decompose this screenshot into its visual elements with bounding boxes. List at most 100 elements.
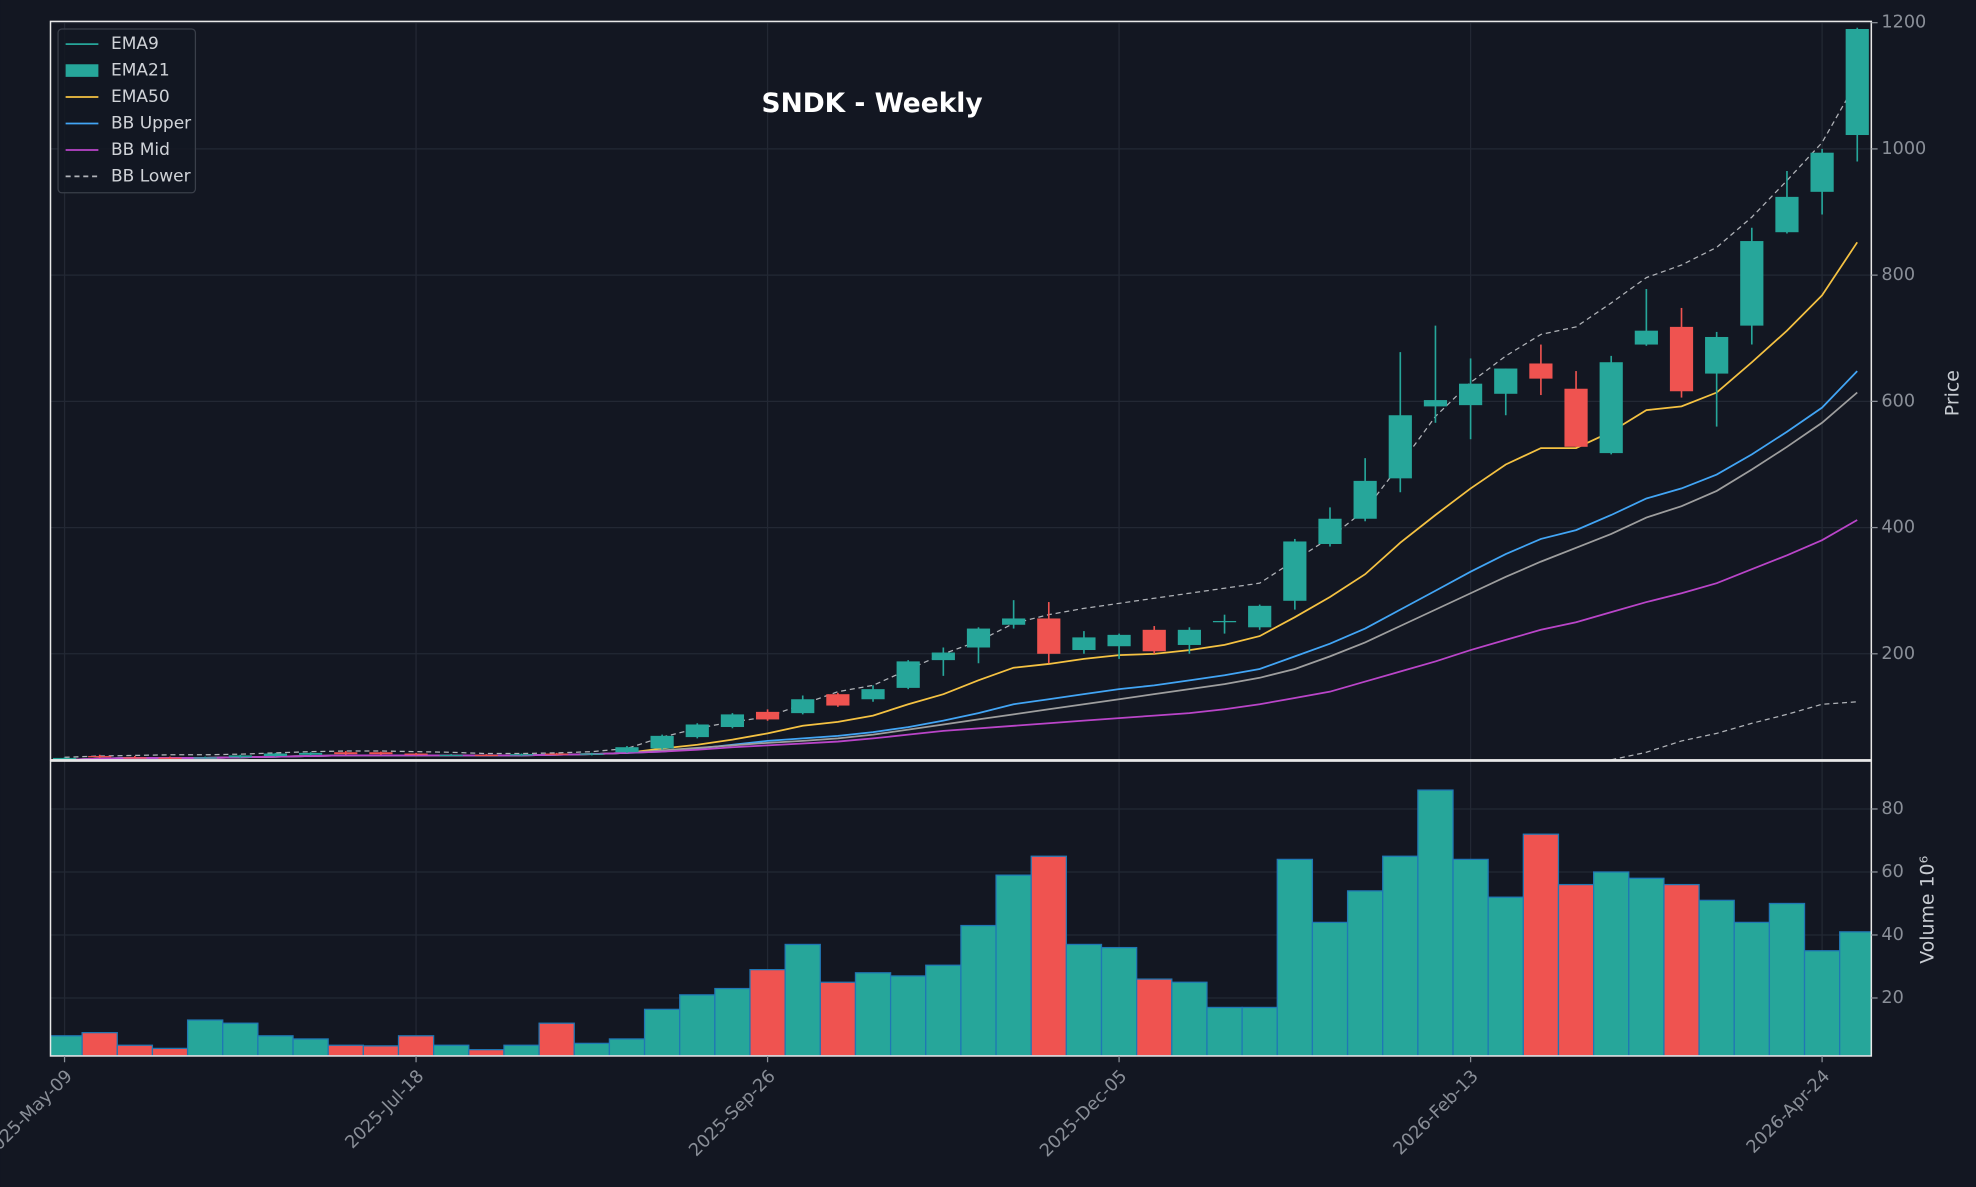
legend-swatch xyxy=(65,64,99,77)
chart-title: SNDK - Weekly xyxy=(762,88,983,119)
candle-body xyxy=(545,753,569,755)
candle-body xyxy=(720,714,745,728)
candle-body xyxy=(1388,415,1412,479)
volume-bar xyxy=(1663,883,1700,1056)
volume-bar xyxy=(327,1044,364,1056)
candle-body xyxy=(1318,518,1342,544)
volume-bar xyxy=(1206,1006,1243,1056)
volume-bar xyxy=(714,987,751,1056)
legend-label: BB Lower xyxy=(111,166,191,186)
volume-bar xyxy=(1100,946,1138,1056)
price-axis-label: Price xyxy=(1942,370,1964,416)
candle-body xyxy=(1775,196,1799,233)
legend-label: EMA21 xyxy=(111,61,170,81)
volume-bar xyxy=(433,1044,470,1056)
volume-bar xyxy=(362,1045,400,1056)
volume-bar xyxy=(1452,858,1489,1056)
indicator-line xyxy=(1611,701,1858,760)
volume-bar xyxy=(1311,921,1349,1056)
volume-bar xyxy=(573,1042,611,1056)
candle-body xyxy=(931,652,955,661)
volume-bar xyxy=(643,1008,681,1056)
volume-bar xyxy=(151,1047,189,1056)
candle-body xyxy=(1458,383,1483,406)
candle-body xyxy=(299,752,323,755)
candle-body xyxy=(1599,362,1623,454)
candle-body xyxy=(650,735,674,749)
volume-bar xyxy=(889,975,927,1056)
volume-bar xyxy=(995,874,1032,1056)
legend-label: BB Upper xyxy=(111,113,191,133)
candle-body xyxy=(966,628,991,648)
candle-body xyxy=(1177,629,1201,645)
y-tick-label: 20 xyxy=(1881,988,1903,1008)
candle-body xyxy=(88,756,112,758)
indicator-line xyxy=(64,519,1858,760)
candle-body xyxy=(193,757,217,759)
y-tick-label: 40 xyxy=(1881,925,1903,945)
candle-body xyxy=(1810,152,1834,192)
candle-body xyxy=(474,754,498,757)
candle-body xyxy=(896,661,920,688)
candle-body xyxy=(1107,634,1131,647)
volume-bar xyxy=(1417,789,1454,1056)
candle-body xyxy=(1494,368,1518,394)
y-tick-label: 600 xyxy=(1881,391,1915,411)
volume-bar xyxy=(1698,899,1735,1056)
volume-bar xyxy=(1346,890,1384,1056)
volume-bar xyxy=(468,1049,505,1056)
volume-bar xyxy=(1768,902,1806,1056)
volume-bar xyxy=(186,1019,224,1056)
volume-bar xyxy=(925,964,962,1056)
candle-body xyxy=(1142,629,1166,652)
volume-bar xyxy=(503,1044,540,1056)
volume-bar xyxy=(608,1038,646,1056)
volume-bar xyxy=(784,943,821,1056)
candle-body xyxy=(826,694,850,706)
candle-body xyxy=(1564,388,1588,447)
price-frame xyxy=(49,20,1873,761)
candle-body xyxy=(791,699,815,714)
volume-bar xyxy=(1382,855,1419,1056)
candle-body xyxy=(1529,363,1553,379)
volume-bar xyxy=(397,1035,435,1056)
volume-bar xyxy=(1839,931,1872,1056)
candle-body xyxy=(1212,620,1237,623)
volume-bar xyxy=(1136,978,1173,1056)
volume-bar xyxy=(116,1044,154,1056)
candle-body xyxy=(1353,480,1377,519)
volume-bar xyxy=(1030,855,1067,1056)
volume-bar xyxy=(81,1032,118,1056)
candle-body xyxy=(1705,336,1729,374)
candle-body xyxy=(158,757,182,759)
legend-label: EMA9 xyxy=(111,34,159,54)
volume-bar xyxy=(1628,877,1665,1056)
y-tick-label: 400 xyxy=(1881,518,1915,538)
indicator-line xyxy=(64,80,1858,758)
y-tick-label: 800 xyxy=(1881,265,1915,285)
candle-body xyxy=(52,757,77,760)
candle-body xyxy=(439,754,463,757)
volume-bar xyxy=(222,1022,259,1056)
candle-body xyxy=(1669,326,1694,392)
volume-bar xyxy=(292,1038,329,1056)
candle-body xyxy=(1002,618,1026,625)
volume-bar xyxy=(679,994,716,1056)
volume-bar xyxy=(1065,943,1103,1056)
volume-bar xyxy=(538,1022,575,1056)
candle-body xyxy=(334,752,358,755)
candle-body xyxy=(228,755,252,758)
y-tick-label: 1000 xyxy=(1881,139,1926,159)
volume-bar xyxy=(50,1035,83,1056)
volume-bar xyxy=(1522,833,1560,1056)
candle-body xyxy=(685,724,709,738)
y-tick-label: 200 xyxy=(1881,644,1915,664)
volume-bar xyxy=(1557,883,1595,1056)
volume-bar xyxy=(819,981,857,1056)
y-tick-label: 1200 xyxy=(1881,13,1926,33)
volume-bar xyxy=(1487,896,1524,1056)
candle-body xyxy=(369,752,393,755)
candle-body xyxy=(580,753,604,755)
candle-body xyxy=(1283,541,1307,601)
